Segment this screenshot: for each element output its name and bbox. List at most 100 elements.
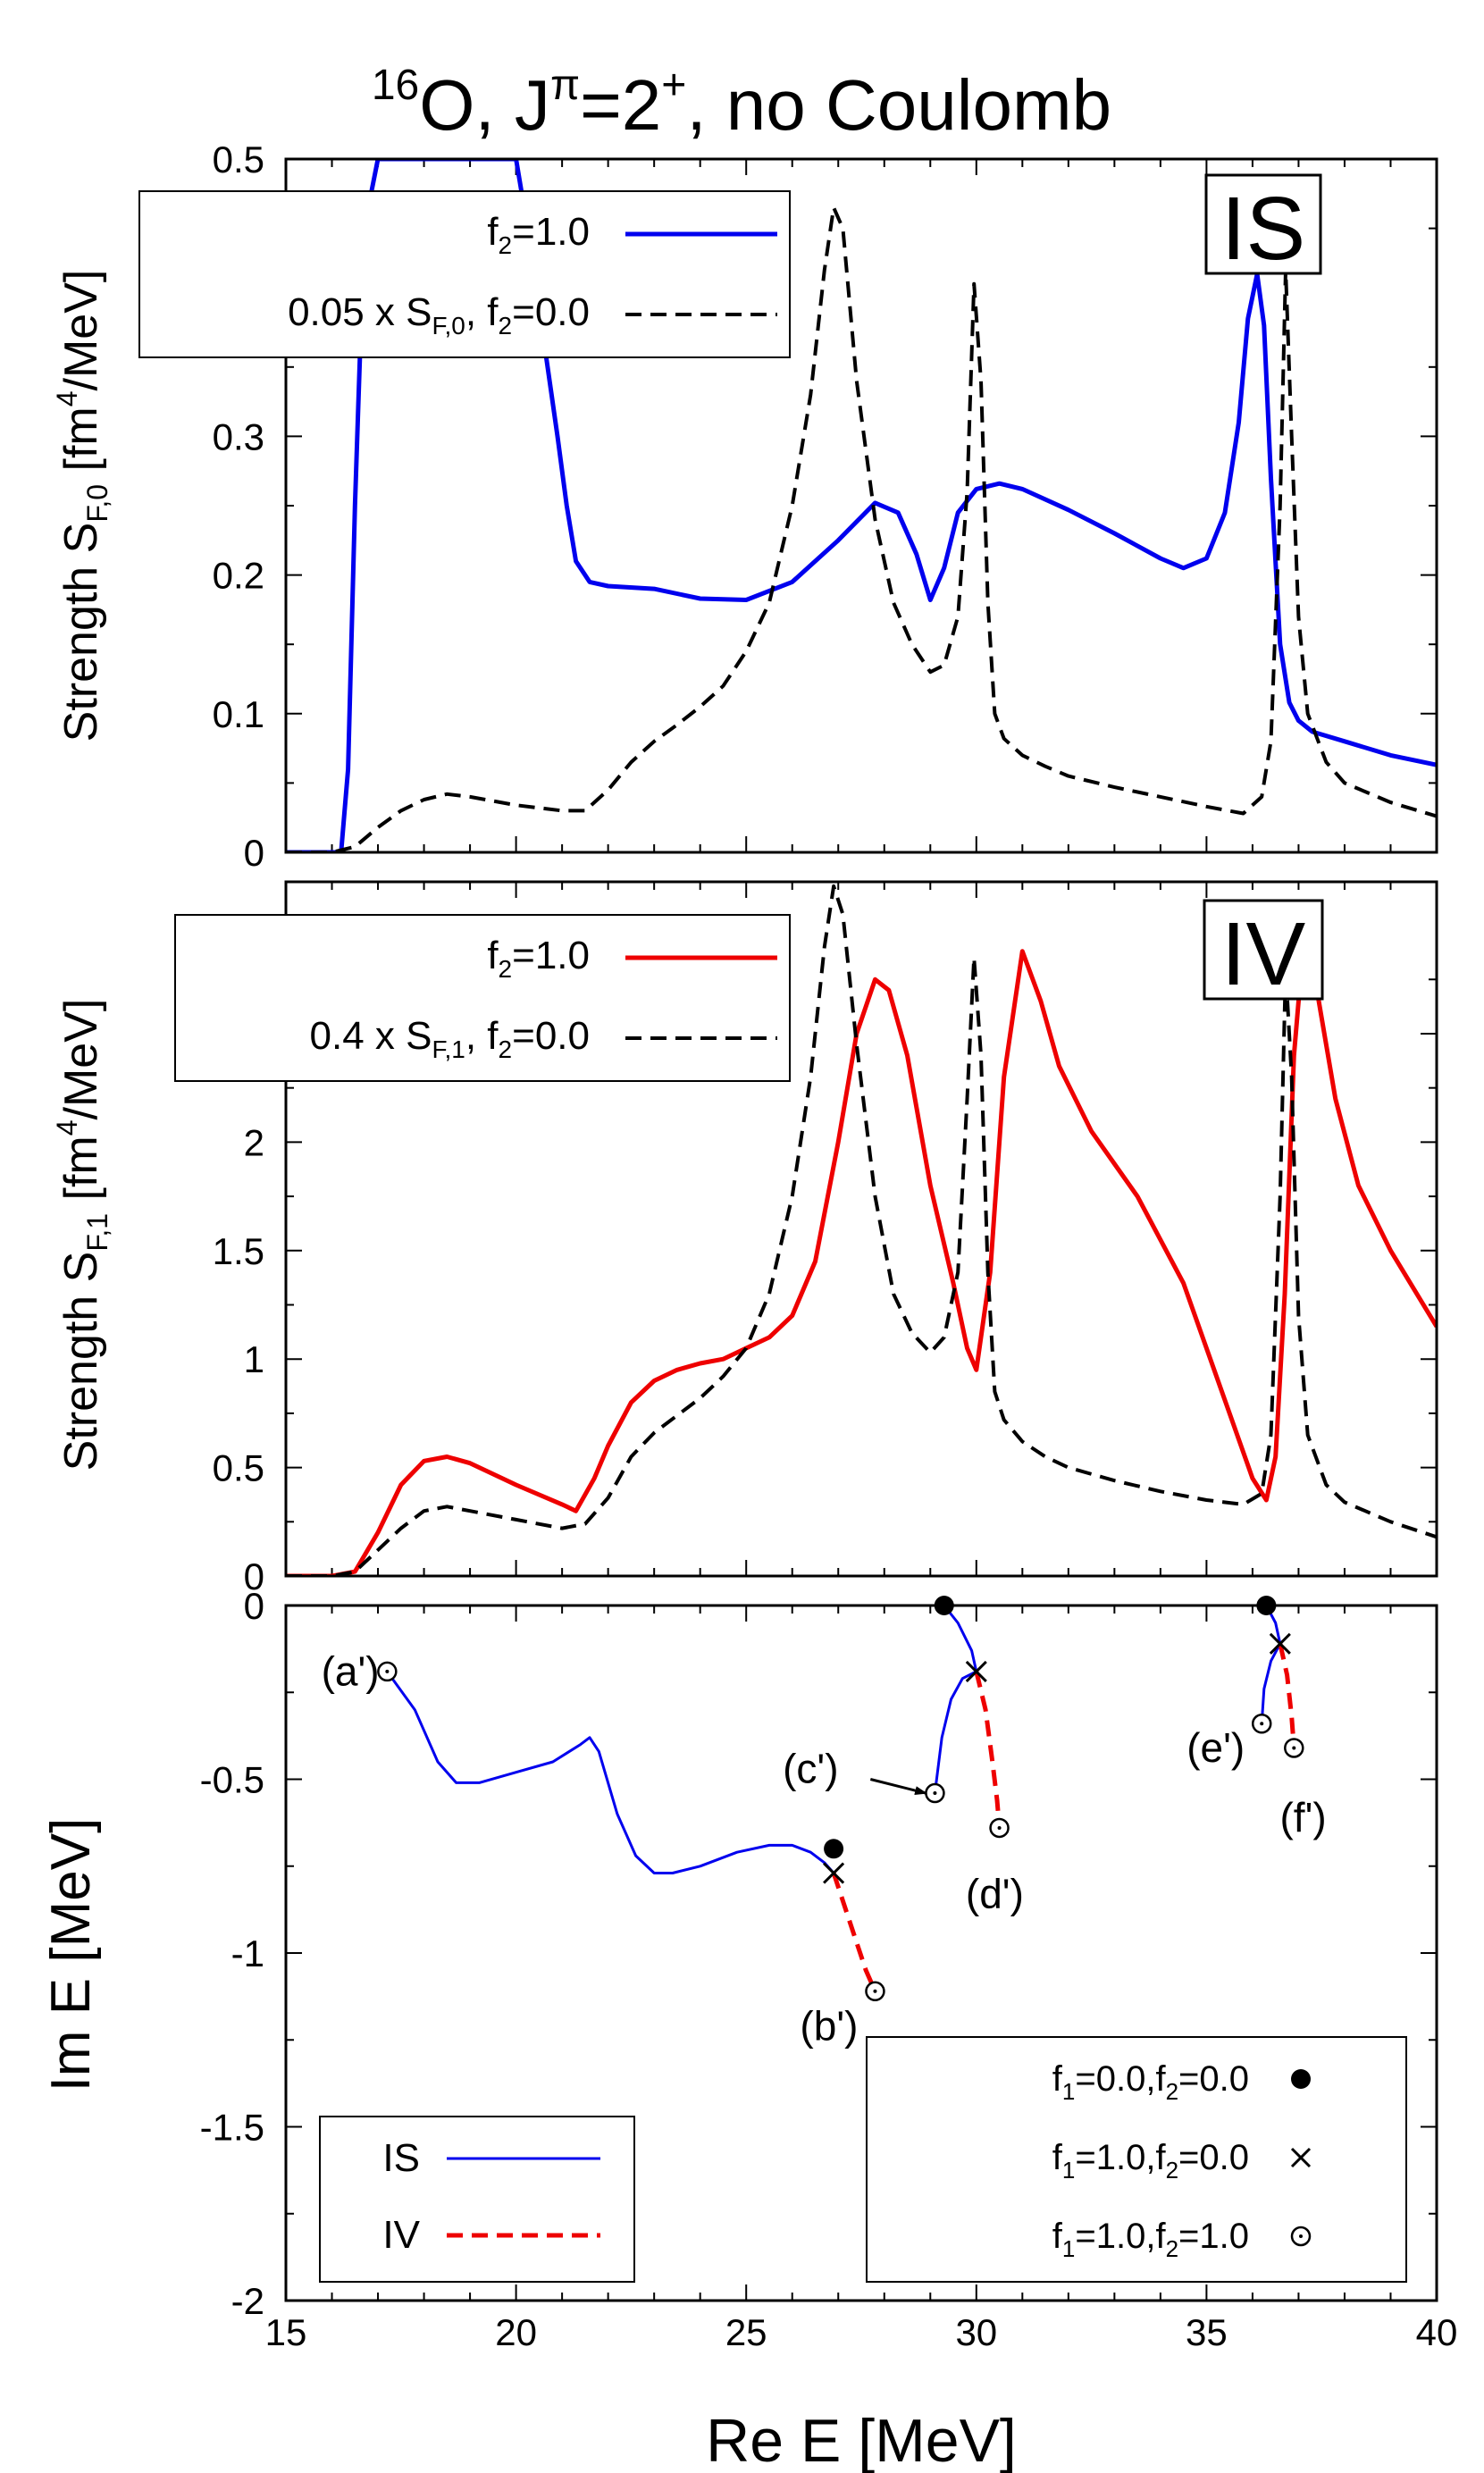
marker-legend-entry-3: f1=1.0,f2=1.0 bbox=[1052, 2217, 1249, 2262]
y-tick-label: -1.5 bbox=[200, 2107, 264, 2149]
y-tick-label: 0.3 bbox=[213, 415, 264, 457]
pole-point-cross bbox=[1269, 1632, 1291, 1655]
panel-poles: 0 -0.5 -1 -1.5 -215 20 25 30 35 40 (a') (b') (c') (d… bbox=[40, 1585, 1457, 2473]
panel-is-legend bbox=[138, 190, 791, 358]
panel-is-frame bbox=[284, 157, 1438, 854]
figure-title: 16O, Jπ=2+, no Coulomb bbox=[372, 62, 1111, 145]
y-tick-label: 0.2 bbox=[213, 555, 264, 597]
y-tick-label: 0 bbox=[244, 1555, 264, 1597]
y-tick-label: 0 bbox=[244, 1585, 264, 1627]
pole-point-open-dot bbox=[873, 1989, 877, 1993]
line-legend-label-is: IS bbox=[382, 2136, 420, 2180]
title-rest: , no Coulomb bbox=[686, 65, 1111, 145]
panel-iv-ylabel-unit-b: /MeV] bbox=[55, 999, 107, 1120]
panel-is-ylabel-unit-b: /MeV] bbox=[55, 270, 107, 391]
panel-poles-xlabel: Re E [MeV] bbox=[706, 2407, 1017, 2473]
title-parity: + bbox=[661, 62, 686, 109]
series-line-is bbox=[943, 1605, 978, 1672]
panel-iv-curves bbox=[286, 884, 1437, 1576]
pole-point-cross bbox=[823, 1862, 845, 1884]
x-tick-label: 25 bbox=[725, 2311, 767, 2353]
series-line-is bbox=[933, 1670, 977, 1794]
annotation-label: (d') bbox=[966, 1870, 1024, 1916]
x-tick-label: 35 bbox=[1186, 2311, 1228, 2353]
panel-is: 0 0.1 0.2 0.3 0.5 Strength SF,0 [fm4/MeV] f2… bbox=[51, 138, 1438, 874]
y-tick-label: -2 bbox=[231, 2280, 264, 2322]
marker-legend-cross bbox=[1290, 2147, 1312, 2168]
panel-is-legend-entry-1: f2=1.0 bbox=[487, 210, 590, 259]
title-equals: =2 bbox=[580, 65, 661, 145]
line-legend bbox=[319, 2116, 635, 2283]
panel-is-ticks: 0 0.1 0.2 0.3 0.5 bbox=[213, 138, 1438, 874]
title-nucleus: O, J bbox=[419, 65, 550, 145]
panel-is-label: IS bbox=[1221, 179, 1305, 279]
pole-point-filled bbox=[824, 1839, 844, 1859]
marker-legend-open-circle-dot bbox=[1299, 2234, 1303, 2238]
panel-is-ylabel-main: Strength S bbox=[55, 523, 107, 742]
title-mass-number: 16 bbox=[372, 62, 419, 109]
marker-legend-entry-1: f1=0.0,f2=0.0 bbox=[1052, 2059, 1249, 2105]
pole-point-cross bbox=[965, 1660, 987, 1682]
x-tick-label: 15 bbox=[265, 2311, 307, 2353]
y-tick-label: 1 bbox=[244, 1338, 264, 1380]
panel-poles-frame bbox=[284, 1604, 1438, 2302]
series-line-iv bbox=[1278, 1643, 1296, 1748]
panel-iv-label: IV bbox=[1221, 904, 1306, 1004]
panel-iv-legend-entry-1: f2=1.0 bbox=[487, 934, 590, 983]
series-line-1 bbox=[286, 884, 1437, 1576]
panel-is-ylabel-sub: F,0 bbox=[81, 484, 113, 523]
panel-is-ylabel-unit-a: [fm bbox=[55, 407, 107, 484]
y-tick-label: 0.5 bbox=[213, 1447, 264, 1489]
y-tick-label: -0.5 bbox=[200, 1759, 264, 1801]
panel-is-ylabel: Strength SF,0 [fm4/MeV] bbox=[51, 270, 113, 742]
panel-iv-ylabel-sup: 4 bbox=[51, 1119, 83, 1136]
panel-poles-curves bbox=[386, 1605, 1296, 1992]
series-line-iv bbox=[974, 1671, 1002, 1829]
y-tick-label: 1.5 bbox=[213, 1230, 264, 1272]
pole-point-open-dot bbox=[1260, 1722, 1264, 1726]
pole-point-open-dot bbox=[1292, 1746, 1296, 1750]
panel-iv-ylabel-sub: F,1 bbox=[81, 1213, 113, 1252]
series-line-iv bbox=[831, 1872, 877, 1992]
y-tick-label: 0.5 bbox=[213, 138, 264, 180]
panel-is-label-box bbox=[1204, 173, 1322, 275]
annotation-label: (f') bbox=[1279, 1794, 1326, 1840]
annotation-label: (b') bbox=[800, 2002, 858, 2049]
series-line-is bbox=[1260, 1643, 1282, 1724]
panel-iv-ylabel-unit-a: [fm bbox=[55, 1136, 107, 1213]
panel-poles-ylabel: Im E [MeV] bbox=[40, 1818, 102, 2092]
line-legend-label-iv: IV bbox=[382, 2213, 420, 2257]
annotation-arrow bbox=[869, 1778, 928, 1795]
panel-is-legend-entry-2: 0.05 x SF,0, f2=0.0 bbox=[288, 290, 590, 340]
panel-iv-legend-entry-2: 0.4 x SF,1, f2=0.0 bbox=[310, 1014, 590, 1063]
panel-iv-frame bbox=[284, 880, 1438, 1578]
marker-legend-entry-2: f1=1.0,f2=0.0 bbox=[1052, 2138, 1249, 2184]
panel-iv-legend bbox=[174, 914, 791, 1082]
x-tick-label: 30 bbox=[955, 2311, 997, 2353]
pole-point-open-dot bbox=[385, 1669, 390, 1673]
panel-is-ylabel-sup: 4 bbox=[51, 390, 83, 407]
annotation-label: (c') bbox=[783, 1745, 838, 1791]
panel-iv-label-box bbox=[1203, 899, 1324, 1001]
marker-legend-filled-circle bbox=[1291, 2069, 1311, 2089]
annotation-label: (a') bbox=[322, 1647, 380, 1694]
pole-point-open-dot bbox=[933, 1791, 937, 1796]
panel-iv: 00.511.522.5 Strength SF,1 [fm4/MeV] f2=… bbox=[51, 880, 1438, 1597]
panel-poles-annotations: (a') (b') (c') (d') (e') (f') bbox=[322, 1647, 1327, 2049]
series-line-0 bbox=[286, 944, 1437, 1576]
x-tick-label: 20 bbox=[495, 2311, 537, 2353]
panel-poles-points bbox=[377, 1596, 1304, 2002]
panel-iv-ylabel: Strength SF,1 [fm4/MeV] bbox=[51, 999, 113, 1471]
panel-iv-ylabel-main: Strength S bbox=[55, 1252, 107, 1471]
series-line-is bbox=[386, 1671, 835, 1874]
y-tick-label: 2 bbox=[244, 1121, 264, 1163]
title-pi: π bbox=[550, 62, 580, 109]
y-tick-label: -1 bbox=[231, 1932, 264, 1974]
pole-point-open-dot bbox=[997, 1825, 1002, 1830]
annotation-label: (e') bbox=[1186, 1724, 1245, 1771]
x-tick-label: 40 bbox=[1416, 2311, 1458, 2353]
y-tick-label: 0 bbox=[244, 832, 264, 874]
y-tick-label: 0.1 bbox=[213, 693, 264, 735]
marker-legend bbox=[866, 2036, 1407, 2283]
